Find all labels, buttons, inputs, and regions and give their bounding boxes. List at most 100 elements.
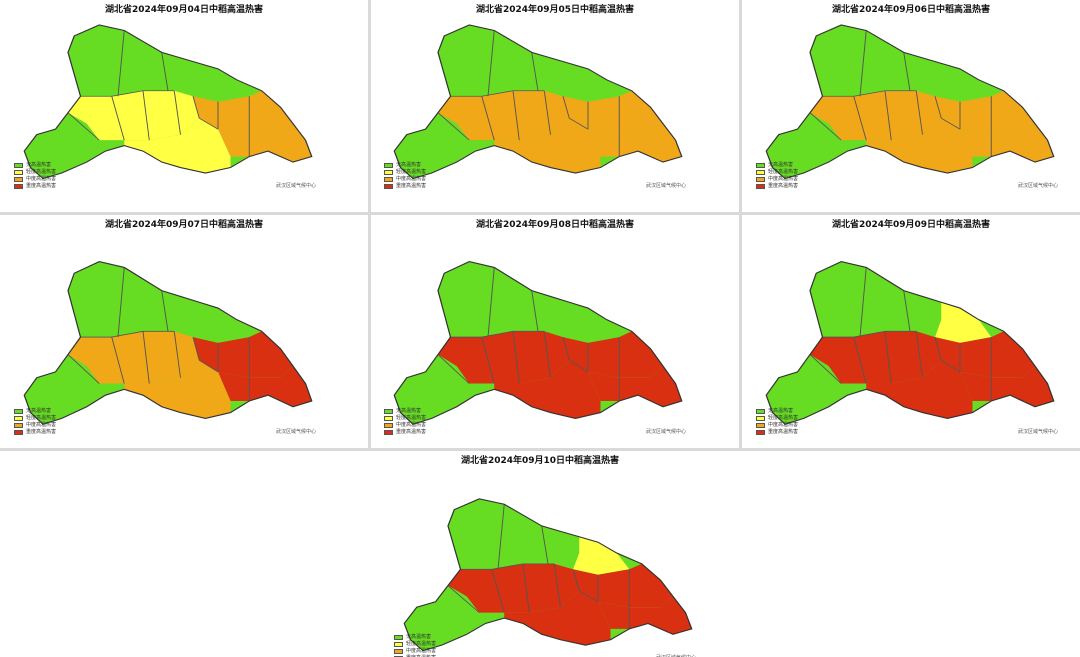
map-panel: 湖北省2024年09月04日中稻高温热害 无高温热害 轻度高温热害 中度高温热害 重度高…	[0, 0, 368, 212]
region-north	[68, 261, 206, 338]
legend-item: 无高温热害	[384, 162, 426, 169]
district-boundary	[67, 354, 100, 384]
legend-label: 中度高温热害	[768, 422, 799, 428]
panel-title: 湖北省2024年09月10日中稻高温热害	[460, 456, 620, 466]
legend-item: 无高温热害	[14, 408, 56, 415]
legend-label: 无高温热害	[26, 162, 52, 168]
region-center	[438, 90, 570, 141]
legend-label: 重度高温热害	[396, 429, 427, 435]
credit-text: 武汉区域气候中心	[646, 183, 687, 189]
hubei-map	[23, 24, 313, 180]
district-boundary	[934, 336, 942, 361]
legend-item: 中度高温热害	[384, 422, 426, 429]
region-west	[394, 354, 470, 425]
region-west	[404, 585, 480, 651]
legend-item: 重度高温热害	[384, 429, 426, 436]
district-boundary	[80, 330, 175, 338]
district-boundary	[853, 96, 867, 141]
district-boundary	[568, 359, 589, 373]
map-legend: 无高温热害轻度高温热害中度高温热害重度高温热害	[14, 162, 56, 190]
region-northeast	[193, 302, 250, 343]
legend-swatch	[14, 423, 23, 428]
map-panel: 湖北省2024年09月08日中稻高温热害 无高温热害 轻度高温热害 中度高温热害 重度高…	[371, 215, 739, 448]
province-border	[393, 24, 683, 180]
legend-swatch	[384, 416, 393, 421]
district-boundary	[173, 331, 181, 378]
region-southeast	[960, 123, 1054, 163]
district-boundary	[562, 336, 570, 361]
legend-label: 重度高温热害	[26, 183, 57, 189]
credit-text: 武汉区域气候中心	[656, 654, 696, 657]
legend-label: 重度高温热害	[26, 429, 57, 435]
district-boundary	[543, 331, 551, 378]
panel-title: 湖北省2024年09月07日中稻高温热害	[104, 220, 264, 230]
legend-label: 轻度高温热害	[768, 415, 799, 421]
region-south	[504, 590, 611, 646]
legend-item: 中度高温热害	[384, 176, 426, 183]
legend-swatch	[14, 184, 23, 189]
district-boundary	[853, 336, 867, 384]
district-boundary	[117, 30, 125, 97]
district-boundary	[450, 330, 545, 338]
map-panel: 湖北省2024年09月09日中稻高温热害无高温热害 轻度高温热害 中度高温热害 重度高…	[742, 215, 1080, 448]
legend-swatch	[394, 642, 403, 647]
region-north	[810, 24, 948, 97]
legend-item: 轻度高温热害	[14, 169, 56, 176]
credit-text: 武汉区域气候中心	[1018, 183, 1059, 189]
province-border	[765, 260, 1055, 425]
district-boundary	[460, 563, 555, 570]
district-boundary	[111, 96, 125, 141]
legend-item: 无高温热害	[394, 634, 436, 641]
region-northeast	[573, 536, 630, 575]
region-north	[438, 24, 576, 97]
legend-label: 中度高温热害	[406, 648, 437, 654]
legend-label: 轻度高温热害	[396, 169, 427, 175]
legend-label: 无高温热害	[396, 162, 422, 168]
region-south	[124, 118, 231, 174]
legend-swatch	[756, 409, 765, 414]
legend-label: 中度高温热害	[768, 176, 799, 182]
panel-title: 湖北省2024年09月09日中稻高温热害	[831, 220, 991, 230]
legend-swatch	[14, 430, 23, 435]
legend-item: 轻度高温热害	[384, 169, 426, 176]
legend-label: 轻度高温热害	[26, 415, 57, 421]
legend-swatch	[384, 184, 393, 189]
region-center	[810, 331, 942, 384]
district-boundary	[541, 525, 549, 564]
legend-swatch	[756, 163, 765, 168]
district-boundary	[543, 90, 551, 135]
legend-swatch	[14, 170, 23, 175]
district-boundary	[512, 90, 520, 141]
district-boundary	[437, 354, 470, 384]
district-boundary	[117, 267, 125, 338]
legend-item: 无高温热害	[756, 408, 798, 415]
region-center	[438, 331, 570, 384]
legend-swatch	[756, 416, 765, 421]
district-boundary	[903, 290, 911, 332]
legend-label: 无高温热害	[26, 408, 52, 414]
hubei-map	[403, 498, 693, 652]
map-legend: 无高温热害轻度高温热害中度高温热害重度高温热害	[756, 162, 798, 190]
legend-label: 中度高温热害	[396, 176, 427, 182]
district-boundary	[859, 30, 867, 97]
legend-item: 轻度高温热害	[756, 169, 798, 176]
district-boundary	[884, 331, 892, 384]
legend-item: 重度高温热害	[756, 183, 798, 190]
legend-item: 中度高温热害	[756, 176, 798, 183]
legend-item: 轻度高温热害	[756, 415, 798, 422]
district-boundary	[192, 336, 200, 361]
region-southeast	[218, 123, 312, 163]
legend-label: 轻度高温热害	[406, 641, 437, 647]
legend-label: 轻度高温热害	[26, 169, 57, 175]
region-center	[68, 90, 200, 141]
district-boundary	[568, 117, 589, 130]
map-legend: 无高温热害轻度高温热害中度高温热害重度高温热害	[756, 408, 798, 436]
legend-swatch	[384, 170, 393, 175]
legend-label: 重度高温热害	[768, 429, 799, 435]
region-north	[448, 498, 586, 570]
district-boundary	[491, 569, 505, 613]
legend-swatch	[384, 430, 393, 435]
legend-swatch	[384, 423, 393, 428]
panel-title: 湖北省2024年09月06日中稻高温热害	[831, 5, 991, 15]
